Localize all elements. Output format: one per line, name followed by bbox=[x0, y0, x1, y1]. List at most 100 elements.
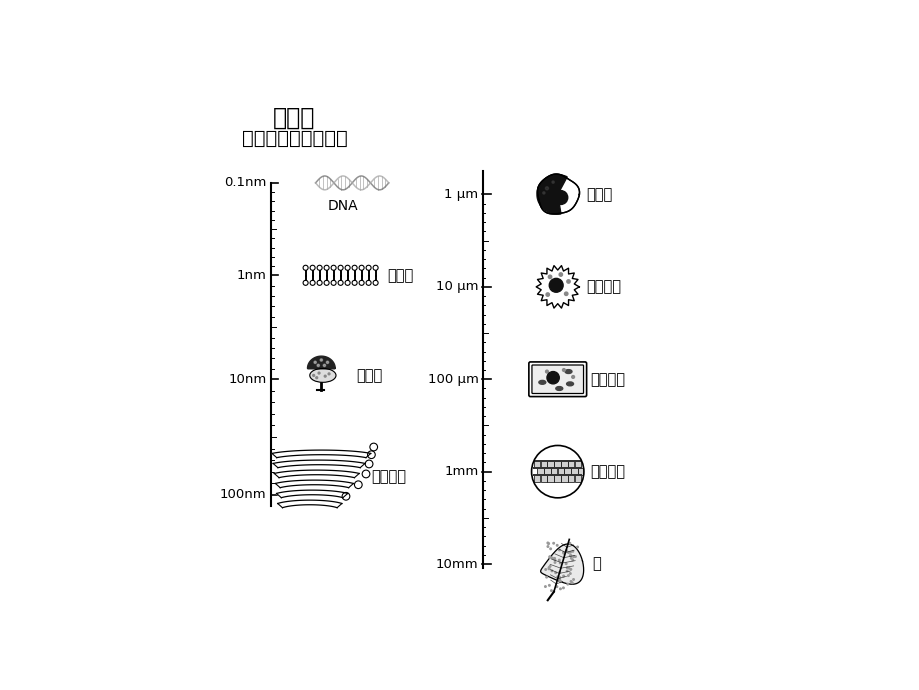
Circle shape bbox=[323, 364, 325, 366]
Bar bbox=[537, 469, 543, 475]
Circle shape bbox=[312, 375, 314, 376]
Bar bbox=[547, 475, 553, 482]
Circle shape bbox=[553, 190, 567, 204]
Ellipse shape bbox=[310, 368, 335, 382]
Circle shape bbox=[571, 582, 573, 584]
Text: DNA: DNA bbox=[327, 199, 357, 213]
Polygon shape bbox=[537, 175, 566, 214]
Polygon shape bbox=[273, 460, 365, 468]
Circle shape bbox=[569, 573, 571, 574]
Text: 核糖体: 核糖体 bbox=[356, 368, 381, 383]
Polygon shape bbox=[537, 174, 579, 214]
Circle shape bbox=[544, 586, 546, 587]
Circle shape bbox=[569, 542, 570, 544]
Circle shape bbox=[559, 581, 561, 582]
Text: 叶: 叶 bbox=[592, 557, 600, 571]
Bar bbox=[532, 474, 582, 476]
Text: 动物细胞: 动物细胞 bbox=[585, 279, 620, 295]
Polygon shape bbox=[307, 356, 335, 368]
Text: 1 μm: 1 μm bbox=[444, 188, 478, 201]
Circle shape bbox=[569, 551, 571, 553]
Circle shape bbox=[559, 571, 560, 573]
Circle shape bbox=[571, 375, 573, 378]
Circle shape bbox=[564, 292, 567, 295]
Circle shape bbox=[558, 560, 560, 561]
Circle shape bbox=[562, 368, 564, 371]
Bar bbox=[561, 475, 567, 482]
Circle shape bbox=[547, 546, 548, 547]
Bar bbox=[577, 469, 584, 475]
Circle shape bbox=[562, 575, 563, 577]
Bar bbox=[533, 475, 539, 482]
Polygon shape bbox=[274, 470, 358, 477]
Ellipse shape bbox=[564, 370, 572, 373]
Bar bbox=[532, 460, 582, 462]
Circle shape bbox=[323, 375, 325, 377]
Circle shape bbox=[317, 364, 319, 366]
Text: 细胞结构的相对大小: 细胞结构的相对大小 bbox=[242, 129, 346, 148]
Circle shape bbox=[326, 361, 328, 364]
Circle shape bbox=[548, 568, 550, 569]
Circle shape bbox=[566, 570, 567, 572]
Circle shape bbox=[568, 567, 569, 569]
Bar bbox=[574, 475, 581, 482]
FancyBboxPatch shape bbox=[528, 362, 586, 397]
Circle shape bbox=[545, 370, 548, 373]
Circle shape bbox=[559, 562, 561, 564]
Circle shape bbox=[569, 555, 571, 556]
Circle shape bbox=[559, 580, 561, 582]
Text: 小贴士: 小贴士 bbox=[273, 106, 315, 130]
Circle shape bbox=[566, 567, 567, 569]
Circle shape bbox=[542, 192, 544, 194]
Circle shape bbox=[576, 546, 578, 548]
Circle shape bbox=[566, 583, 568, 585]
Circle shape bbox=[570, 555, 572, 556]
Circle shape bbox=[547, 542, 548, 544]
Circle shape bbox=[549, 278, 562, 293]
Text: 10 μm: 10 μm bbox=[436, 280, 478, 293]
Bar bbox=[550, 469, 557, 475]
Text: 100nm: 100nm bbox=[220, 489, 267, 501]
Text: 细胞核: 细胞核 bbox=[585, 187, 612, 202]
Bar bbox=[567, 461, 573, 469]
Circle shape bbox=[559, 579, 560, 580]
Circle shape bbox=[556, 544, 558, 546]
Circle shape bbox=[567, 552, 569, 553]
Circle shape bbox=[328, 373, 330, 375]
Circle shape bbox=[554, 572, 556, 573]
Circle shape bbox=[551, 558, 552, 559]
Circle shape bbox=[562, 553, 564, 554]
Bar bbox=[533, 461, 539, 469]
Circle shape bbox=[559, 588, 561, 590]
Circle shape bbox=[544, 569, 546, 570]
Circle shape bbox=[549, 557, 550, 558]
Circle shape bbox=[548, 584, 550, 586]
Polygon shape bbox=[278, 500, 342, 508]
Ellipse shape bbox=[555, 386, 562, 391]
Text: 1nm: 1nm bbox=[236, 269, 267, 282]
Polygon shape bbox=[277, 490, 347, 497]
Circle shape bbox=[570, 569, 571, 570]
Circle shape bbox=[553, 559, 555, 561]
Text: 高尔基体: 高尔基体 bbox=[371, 469, 406, 484]
Text: 1mm: 1mm bbox=[444, 465, 478, 478]
Bar bbox=[571, 469, 577, 475]
Circle shape bbox=[551, 181, 553, 184]
Circle shape bbox=[558, 549, 560, 551]
Circle shape bbox=[550, 590, 551, 591]
Circle shape bbox=[559, 273, 562, 276]
Circle shape bbox=[553, 558, 555, 559]
Bar bbox=[540, 475, 547, 482]
Circle shape bbox=[565, 550, 567, 551]
Circle shape bbox=[548, 275, 551, 279]
Circle shape bbox=[566, 279, 570, 283]
Text: 100 μm: 100 μm bbox=[427, 373, 478, 386]
Circle shape bbox=[562, 587, 563, 589]
Bar bbox=[564, 469, 571, 475]
Bar bbox=[567, 475, 573, 482]
Bar bbox=[553, 475, 561, 482]
Ellipse shape bbox=[566, 382, 573, 386]
Circle shape bbox=[320, 359, 323, 361]
Polygon shape bbox=[536, 266, 579, 308]
Circle shape bbox=[531, 446, 584, 497]
